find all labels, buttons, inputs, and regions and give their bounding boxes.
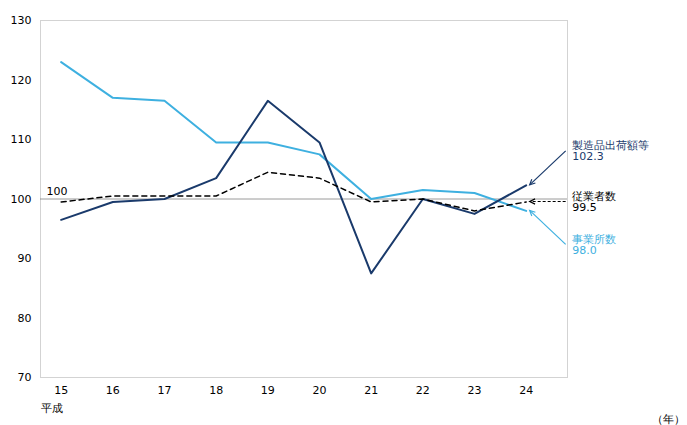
svg-text:製造品出荷額等102.3: 製造品出荷額等102.3 <box>572 139 649 163</box>
svg-text:21: 21 <box>364 384 378 397</box>
svg-text:16: 16 <box>106 384 120 397</box>
svg-text:従業者数99.5: 従業者数99.5 <box>572 190 616 214</box>
svg-text:22: 22 <box>416 384 430 397</box>
svg-text:23: 23 <box>468 384 482 397</box>
svg-text:18: 18 <box>209 384 223 397</box>
svg-text:平成: 平成 <box>41 402 63 415</box>
svg-text:90: 90 <box>18 252 32 265</box>
svg-text:70: 70 <box>18 371 32 384</box>
svg-text:15: 15 <box>54 384 68 397</box>
svg-text:130: 130 <box>11 14 32 27</box>
svg-text:100: 100 <box>47 185 68 198</box>
svg-text:24: 24 <box>519 384 533 397</box>
svg-text:110: 110 <box>11 133 32 146</box>
svg-text:事業所数98.0: 事業所数98.0 <box>572 233 616 257</box>
svg-text:17: 17 <box>158 384 172 397</box>
svg-text:100: 100 <box>11 193 32 206</box>
svg-text:20: 20 <box>313 384 327 397</box>
svg-text:120: 120 <box>11 74 32 87</box>
svg-text:80: 80 <box>18 312 32 325</box>
svg-text:（年）: （年） <box>652 413 685 425</box>
svg-text:19: 19 <box>261 384 275 397</box>
